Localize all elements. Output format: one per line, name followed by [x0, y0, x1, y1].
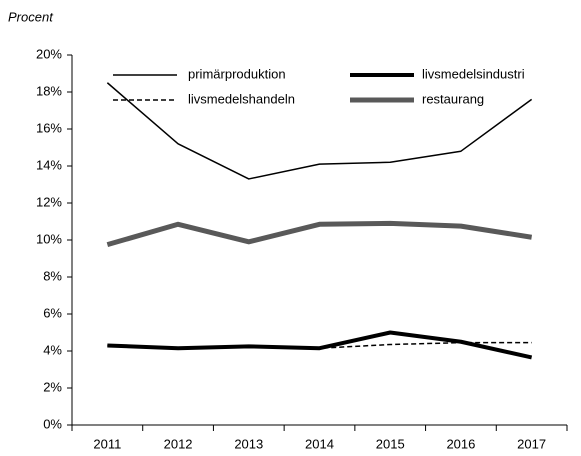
x-tick-label: 2016 [446, 436, 475, 451]
series-line [107, 341, 532, 349]
y-tick-label: 12% [36, 194, 62, 209]
y-tick-label: 18% [36, 83, 62, 98]
y-tick-label: 20% [36, 46, 62, 61]
series-line [107, 330, 533, 360]
x-tick-label: 2012 [164, 436, 193, 451]
x-tick-label: 2014 [305, 436, 334, 451]
legend-label: restaurang [422, 91, 484, 106]
legend-label: primärproduktion [188, 66, 286, 81]
y-tick-label: 16% [36, 120, 62, 135]
series-line [106, 82, 533, 180]
y-tick-label: 0% [43, 416, 62, 431]
x-tick-label: 2013 [234, 436, 263, 451]
y-tick-label: 2% [43, 379, 62, 394]
y-tick-label: 14% [36, 157, 62, 172]
legend-label: livsmedelshandeln [188, 91, 295, 106]
x-tick-label: 2015 [376, 436, 405, 451]
y-tick-label: 10% [36, 231, 62, 246]
series-line [106, 220, 533, 248]
y-tick-label: 8% [43, 268, 62, 283]
legend-label: livsmedelsindustri [422, 66, 525, 81]
y-tick-label: 4% [43, 342, 62, 357]
y-tick-label: 6% [43, 305, 62, 320]
x-tick-label: 2011 [93, 436, 121, 451]
y-axis-label: Procent [8, 9, 54, 24]
x-tick-label: 2017 [517, 436, 546, 451]
